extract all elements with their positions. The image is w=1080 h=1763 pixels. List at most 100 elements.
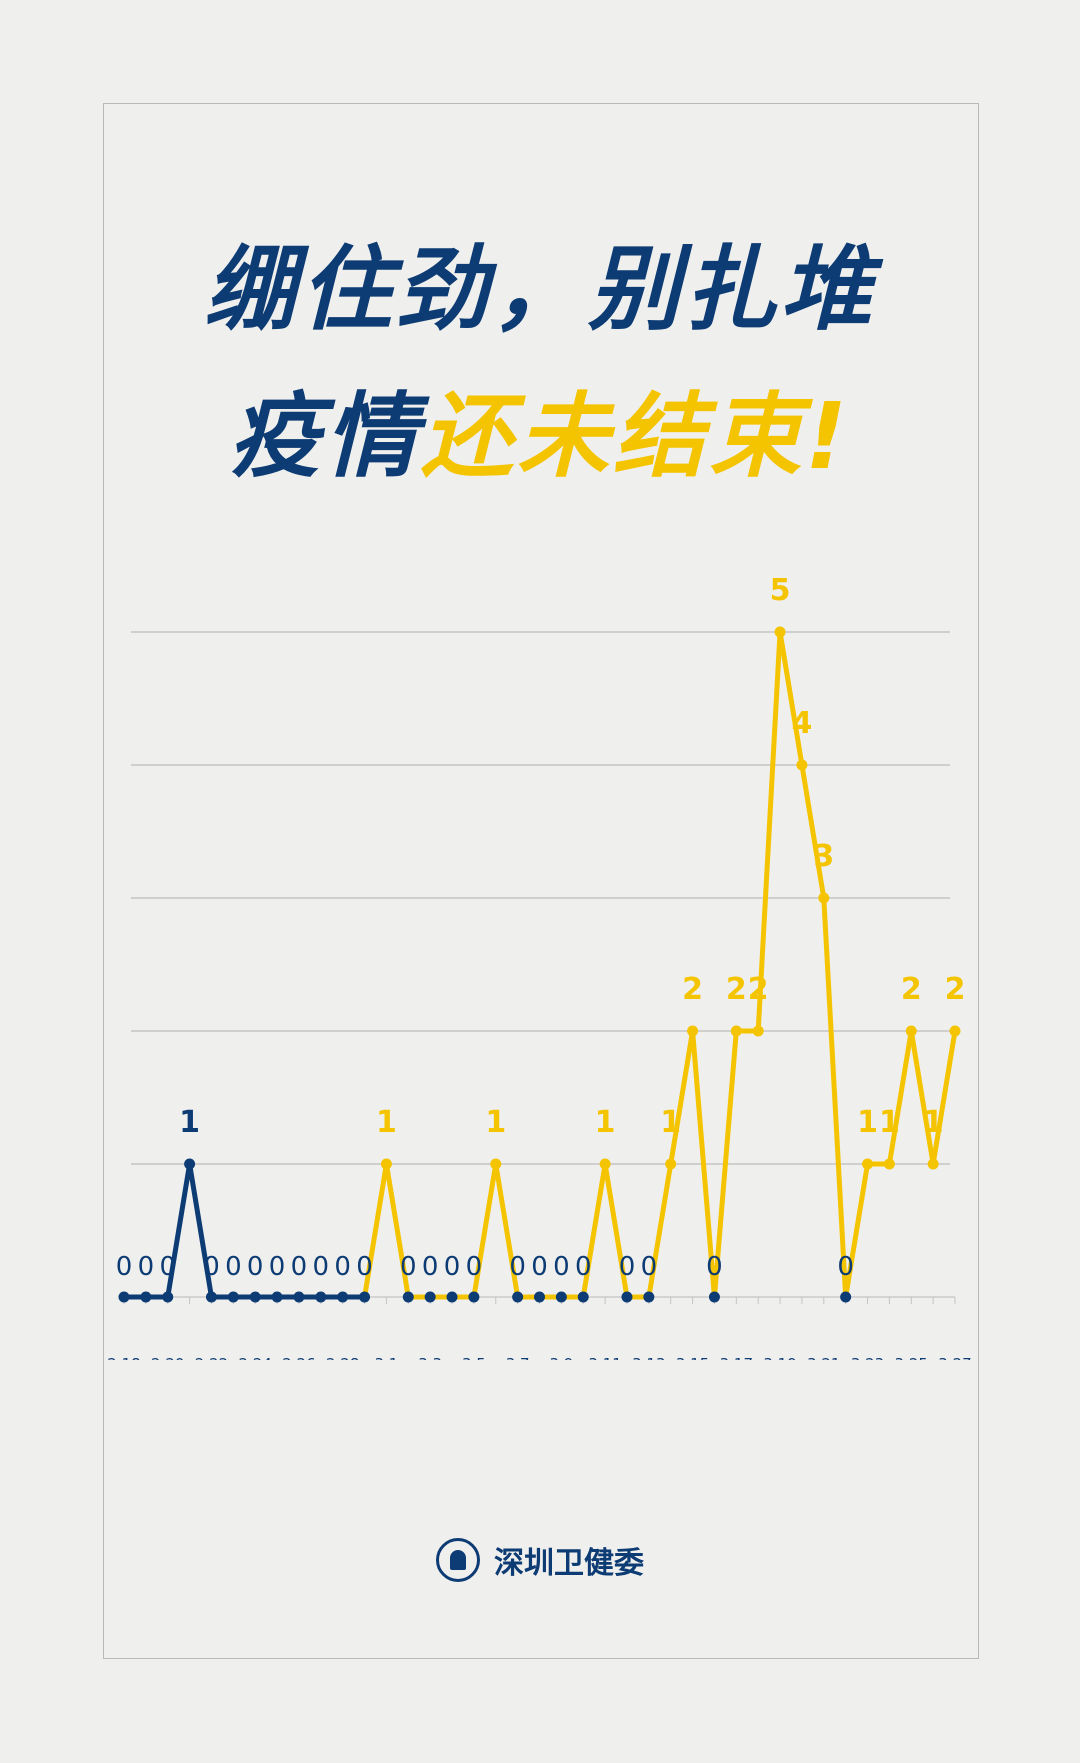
series-segment [711, 1028, 739, 1300]
data-point [140, 1291, 152, 1303]
data-point [818, 892, 830, 904]
data-point [468, 1291, 480, 1303]
x-tick-label: 3.25 [895, 1355, 928, 1360]
series-segment [690, 1028, 717, 1300]
data-point [534, 1291, 545, 1303]
data-label: 0 [422, 1252, 439, 1282]
data-point [577, 1291, 589, 1303]
series-segment [777, 629, 805, 768]
data-label: 0 [575, 1252, 592, 1282]
data-point [665, 1158, 677, 1170]
data-label: 0 [641, 1252, 658, 1282]
series-segment [908, 1028, 936, 1167]
series-segment [755, 629, 783, 1034]
emblem-icon [436, 1538, 480, 1582]
x-tick-label: 3.5 [462, 1355, 486, 1360]
data-label: 1 [857, 1105, 878, 1140]
series-segment [165, 1161, 193, 1300]
data-point [118, 1291, 130, 1303]
x-tick-label: 2.26 [282, 1355, 315, 1360]
data-label: 2 [748, 972, 769, 1007]
data-label: 0 [225, 1252, 242, 1282]
series-segment [471, 1161, 499, 1300]
x-tick-label: 3.13 [632, 1355, 665, 1360]
subheadline: 疫情还未结束! [0, 362, 1080, 495]
data-point [774, 626, 786, 638]
data-label: 0 [619, 1252, 636, 1282]
data-point [862, 1158, 874, 1170]
x-tick-label: 2.22 [195, 1355, 228, 1360]
data-point [337, 1291, 349, 1303]
x-tick-label: 3.9 [549, 1355, 573, 1360]
data-label: 0 [706, 1252, 723, 1282]
data-point [621, 1291, 633, 1303]
data-point [380, 1158, 392, 1170]
data-label: 4 [791, 706, 812, 741]
x-tick-label: 3.19 [763, 1355, 796, 1360]
data-label: 3 [813, 839, 834, 874]
data-point [512, 1291, 524, 1303]
data-label: 0 [837, 1252, 854, 1282]
data-point [227, 1291, 239, 1303]
data-point [271, 1291, 283, 1303]
data-label: 0 [203, 1252, 220, 1282]
data-point [643, 1291, 655, 1303]
data-label: 0 [531, 1252, 548, 1282]
series-segment [383, 1161, 411, 1300]
data-label: 2 [901, 972, 922, 1007]
series-segment [580, 1161, 608, 1300]
data-label: 0 [466, 1252, 483, 1282]
series-segment [493, 1161, 521, 1300]
data-point [205, 1291, 217, 1303]
data-point [927, 1158, 939, 1170]
data-point [752, 1025, 764, 1037]
subheadline-yellow: 还未结束! [421, 383, 851, 490]
data-label: 0 [444, 1252, 461, 1282]
data-label: 0 [313, 1252, 330, 1282]
data-point [730, 1025, 742, 1037]
headline: 绷住劲，别扎堆 [203, 236, 876, 343]
data-point [796, 759, 808, 771]
x-tick-label: 3.27 [938, 1355, 971, 1360]
data-point [687, 1025, 699, 1037]
series-segment [930, 1028, 958, 1167]
data-point [315, 1291, 327, 1303]
series-segment [602, 1161, 630, 1300]
data-point [555, 1291, 567, 1303]
x-tick-label: 3.7 [506, 1355, 530, 1360]
data-label: 0 [509, 1252, 526, 1282]
x-tick-label: 3.17 [720, 1355, 753, 1360]
x-tick-label: 2.18 [107, 1355, 140, 1360]
data-point [402, 1291, 414, 1303]
data-label: 1 [485, 1105, 506, 1140]
x-tick-label: 3.15 [676, 1355, 709, 1360]
data-label: 1 [923, 1105, 944, 1140]
series-segment [646, 1161, 674, 1300]
data-point [359, 1291, 371, 1303]
series-segment [821, 895, 849, 1300]
x-tick-label: 3.1 [374, 1355, 398, 1360]
data-point [599, 1158, 611, 1170]
x-tick-label: 2.28 [326, 1355, 359, 1360]
data-label: 0 [553, 1252, 570, 1282]
poster-frame [103, 103, 979, 1659]
footer: 深圳卫健委 [0, 1538, 1080, 1582]
data-label: 5 [770, 573, 791, 608]
data-label: 0 [116, 1252, 133, 1282]
data-label: 0 [356, 1252, 373, 1282]
x-tick-label: 2.20 [151, 1355, 184, 1360]
x-tick-label: 3.23 [851, 1355, 884, 1360]
data-point [446, 1291, 458, 1303]
organization-name: 深圳卫健委 [494, 1546, 644, 1581]
data-label: 2 [682, 972, 703, 1007]
series-segment [843, 1161, 871, 1300]
series-segment [799, 762, 827, 901]
series-segment [362, 1161, 389, 1300]
data-label: 0 [291, 1252, 308, 1282]
data-label: 0 [334, 1252, 351, 1282]
x-tick-label: 3.11 [588, 1355, 621, 1360]
data-label: 0 [247, 1252, 264, 1282]
data-point [249, 1291, 261, 1303]
data-point [162, 1291, 174, 1303]
data-point [184, 1158, 196, 1170]
